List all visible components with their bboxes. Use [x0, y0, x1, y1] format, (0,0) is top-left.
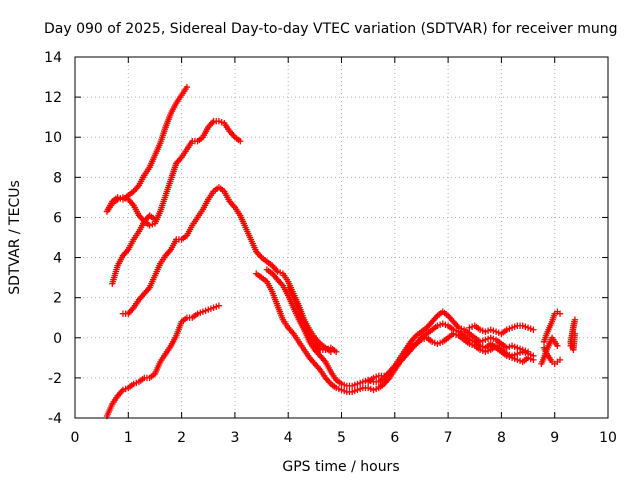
y-tick-label: 14 — [44, 50, 62, 66]
y-tick-label: 0 — [53, 331, 62, 347]
x-tick-label: 3 — [230, 430, 239, 446]
y-tick-label: 2 — [53, 291, 62, 307]
series-arc-8 — [285, 284, 340, 356]
data-point — [530, 326, 537, 333]
x-tick-label: 1 — [124, 430, 133, 446]
data-point — [332, 348, 340, 356]
series-arc-13 — [538, 334, 561, 368]
x-tick-label: 5 — [337, 430, 346, 446]
y-axis-label: SDTVAR / TECUs — [7, 180, 23, 295]
y-tick-label: 12 — [44, 90, 62, 106]
x-axis-label: GPS time / hours — [282, 459, 399, 475]
data-point — [237, 138, 244, 145]
series-arc-1 — [103, 83, 191, 215]
series-arc-5 — [103, 302, 223, 420]
data-point — [556, 310, 564, 317]
x-tick-label: 6 — [390, 430, 399, 446]
data-point — [554, 342, 561, 349]
data-point — [151, 216, 159, 223]
x-tick-label: 0 — [71, 430, 80, 446]
data-point — [571, 330, 579, 337]
x-tick-label: 4 — [284, 430, 293, 446]
y-tick-label: 6 — [53, 210, 62, 226]
y-tick-label: 10 — [44, 130, 62, 146]
series-arc-12 — [540, 308, 564, 345]
y-tick-label: 8 — [53, 170, 62, 186]
x-tick-label: 7 — [444, 430, 453, 446]
series-arc-3 — [103, 194, 159, 225]
series-arc-14 — [567, 316, 579, 354]
data-point — [530, 356, 537, 364]
data-point — [215, 302, 223, 309]
x-tick-label: 10 — [599, 430, 617, 446]
data-point — [556, 356, 564, 364]
y-tick-label: -2 — [48, 371, 62, 387]
x-tick-label: 9 — [550, 430, 559, 446]
x-tick-label: 2 — [177, 430, 186, 446]
y-tick-label: -4 — [48, 411, 62, 427]
data-layer — [103, 83, 579, 420]
data-point — [524, 348, 532, 356]
y-tick-label: 4 — [53, 251, 62, 267]
chart-title: Day 090 of 2025, Sidereal Day-to-day VTE… — [44, 21, 618, 37]
data-point — [183, 83, 191, 91]
x-tick-label: 8 — [497, 430, 506, 446]
grid-layer — [75, 57, 608, 418]
series-arc-9 — [364, 320, 537, 386]
series-arc-10 — [466, 322, 537, 337]
